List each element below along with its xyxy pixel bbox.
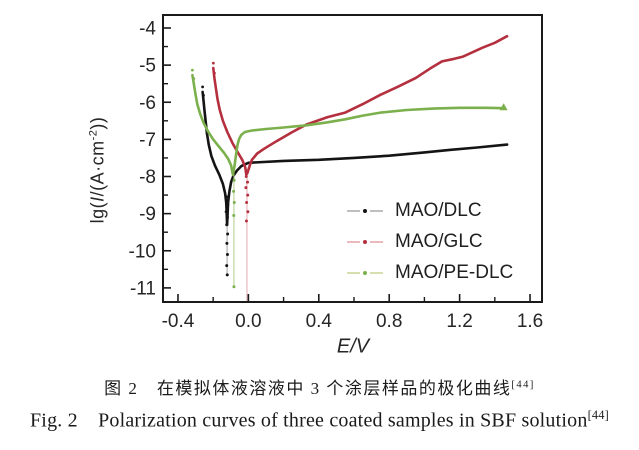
spike-dot-mao-dlc [225, 241, 229, 245]
x-tick-label: 1.2 [446, 311, 472, 332]
x-tick-label: 1.6 [517, 311, 543, 332]
spike-dot-mao-glc [244, 186, 248, 190]
spike-dot-mao-dlc [226, 232, 230, 236]
y-axis-label-part: lg( [87, 201, 108, 224]
caption-chinese-ref: [44] [511, 379, 535, 391]
legend-label: MAO/DLC [395, 199, 482, 221]
series-line-mao-glc [212, 34, 509, 176]
y-axis-label-sup: -2 [87, 129, 100, 141]
series-tail-dot-mao-dlc [201, 85, 205, 89]
y-tick-label: -4 [139, 18, 156, 39]
spike-dot-mao-glc [246, 193, 250, 197]
series-tail-dot-mao-glc [211, 61, 215, 65]
x-tick-label: 0.4 [306, 311, 333, 332]
spike-dot-mao-glc [244, 219, 248, 223]
series-line-mao-pe-dlc [191, 73, 505, 176]
x-tick-label: -0.4 [162, 311, 195, 332]
caption-english-text: Fig. 2 Polarization curves of three coat… [29, 409, 588, 432]
legend-label: MAO/PE-DLC [395, 261, 514, 283]
chart-legend: MAO/DLC MAO/GLC MAO/PE-DLC [347, 195, 513, 288]
caption-english-ref: [44] [587, 408, 610, 422]
x-tick-label: 0.0 [235, 311, 261, 332]
x-axis-label: E/V [336, 335, 370, 358]
spike-dot-mao-glc [245, 200, 249, 204]
spike-dot-mao-pe-dlc [232, 178, 236, 182]
spike-dot-mao-pe-dlc [232, 189, 236, 193]
y-axis-label-part: )) [87, 116, 108, 130]
spike-dot-mao-dlc [225, 273, 229, 277]
caption-chinese-text: 图 2 在模拟体液溶液中 3 个涂层样品的极化曲线 [104, 379, 512, 398]
plot-frame [162, 14, 543, 303]
y-tick-label: -9 [139, 204, 156, 225]
y-tick-label: -5 [139, 56, 156, 77]
spike-dot-mao-dlc [225, 264, 229, 268]
legend-item-mao-glc: MAO/GLC [347, 226, 513, 257]
spike-dot-mao-dlc [225, 252, 229, 256]
legend-line-marker-icon [347, 239, 385, 244]
series-tail-dot-mao-pe-dlc [192, 77, 196, 81]
y-tick-label: -7 [139, 130, 156, 151]
spike-dot-mao-glc [245, 180, 249, 184]
y-axis-label-italic-i: I [87, 196, 108, 202]
series-tail-dot-mao-dlc [202, 93, 205, 97]
series-line-mao-dlc [201, 90, 509, 227]
series-tail-dot-mao-glc [213, 71, 216, 75]
chart-svg: -0.4 0.0 0.4 0.8 1.2 1.6 -4 -5 -6 -7 -8 -9 -10 -11 [129, 14, 543, 332]
series-tail-dot-mao-pe-dlc [190, 68, 194, 72]
y-axis-label: lg(I/(A·cm-2)) [88, 117, 109, 224]
caption-english: Fig. 2 Polarization curves of three coat… [0, 408, 639, 433]
series-end-triangle-mao-pe-dlc [499, 103, 508, 111]
legend-line-marker-icon [347, 208, 385, 213]
x-tick-label: 0.8 [376, 311, 402, 332]
legend-line-marker-icon [347, 270, 385, 275]
legend-label: MAO/GLC [395, 230, 483, 252]
y-tick-label: -11 [130, 278, 156, 299]
y-tick-label: -6 [139, 93, 156, 114]
spike-dot-mao-pe-dlc [232, 200, 236, 204]
caption-chinese: 图 2 在模拟体液溶液中 3 个涂层样品的极化曲线[44] [0, 374, 639, 399]
spike-dot-mao-pe-dlc [232, 285, 236, 289]
legend-item-mao-pe-dlc: MAO/PE-DLC [347, 257, 513, 288]
y-tick-label: -10 [129, 241, 156, 262]
y-axis-label-part: /(A·cm [87, 140, 108, 197]
spike-dot-mao-glc [246, 210, 250, 214]
spike-dot-mao-pe-dlc [232, 213, 236, 217]
y-tick-label: -8 [139, 167, 156, 188]
legend-item-mao-dlc: MAO/DLC [347, 195, 513, 226]
